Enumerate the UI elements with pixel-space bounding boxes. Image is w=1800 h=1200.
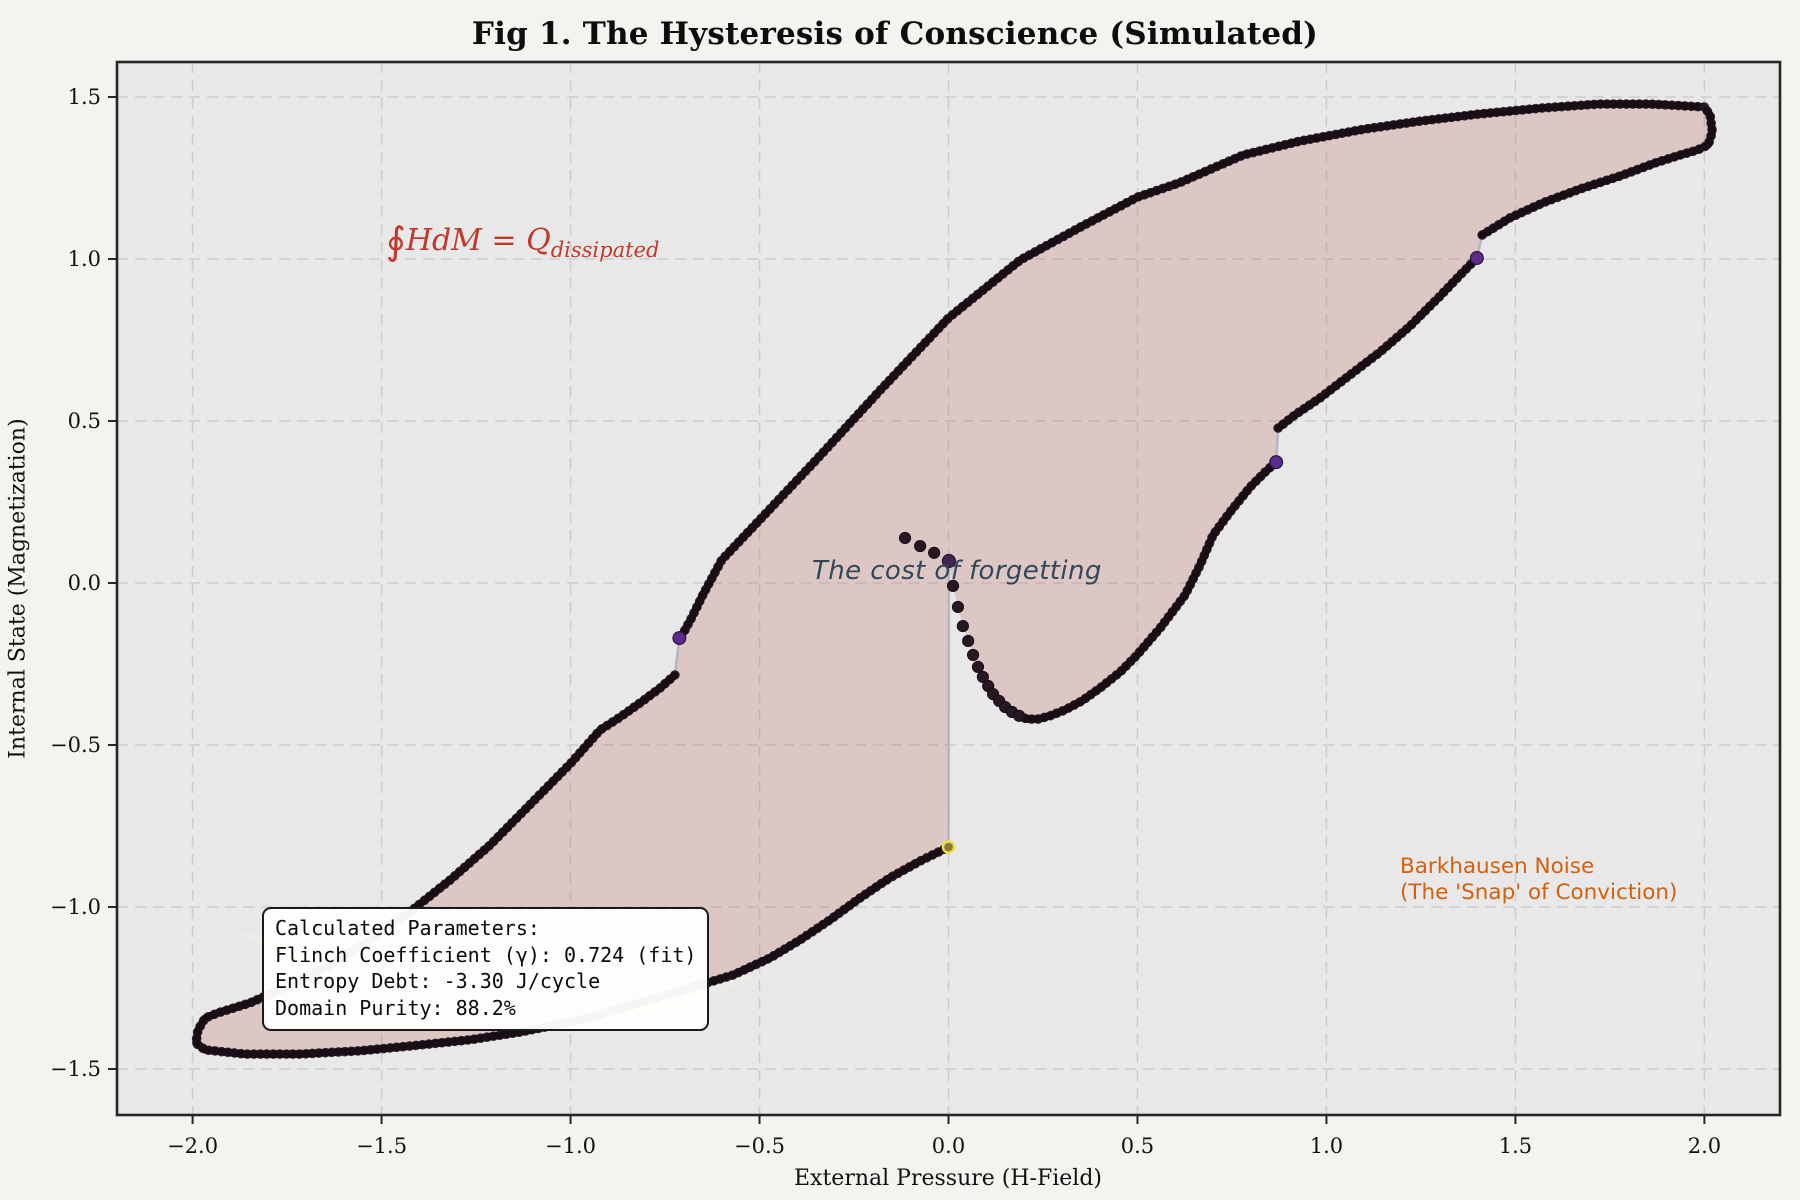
calculated-parameters-box: Calculated Parameters: Flinch Coefficient…	[262, 907, 710, 1031]
formula-body: HdM = Q	[405, 223, 551, 258]
y-tick-label: −1.5	[50, 1057, 101, 1081]
tick-marks	[108, 95, 1706, 1124]
jump-top-marker	[941, 553, 956, 569]
x-tick-label: −1.0	[545, 1134, 596, 1158]
y-axis-label: Internal State (Magnetization)	[5, 418, 31, 759]
y-tick-label: 1.5	[68, 85, 101, 109]
y-tick-label: −1.0	[50, 895, 101, 919]
y-tick-label: 0.0	[68, 571, 101, 595]
hysteresis-loop-fill	[196, 104, 1713, 1055]
avalanche-point-marker	[1269, 455, 1284, 470]
param-domain-purity: Domain Purity: 88.2%	[275, 995, 516, 1020]
x-axis-label: External Pressure (H-Field)	[794, 1166, 1102, 1191]
x-tick-label: 0.0	[932, 1134, 965, 1158]
param-box-title: Calculated Parameters:	[275, 916, 540, 940]
formula-subscript: dissipated	[550, 238, 660, 262]
coercive-point-marker	[941, 840, 956, 854]
barkhausen-line2: (The 'Snap' of Conviction)	[1400, 880, 1678, 905]
x-tick-label: 1.0	[1310, 1134, 1343, 1158]
x-tick-label: −1.5	[356, 1134, 407, 1158]
dissipation-formula-annotation: ∮HdM = Qdissipated	[386, 219, 659, 263]
x-tick-label: 2.0	[1688, 1134, 1721, 1158]
x-tick-label: 1.5	[1499, 1134, 1532, 1158]
tick-labels: −2.0 −1.5 −1.0 −0.5 0.0 0.5 1.0 1.5 2.0 1.5 1.0 0.5…	[50, 85, 1721, 1158]
barkhausen-noise-annotation: Barkhausen Noise (The 'Snap' of Convictio…	[1400, 854, 1677, 906]
param-entropy-debt: Entropy Debt: -3.30 J/cycle	[275, 969, 601, 993]
x-tick-label: −0.5	[734, 1134, 785, 1158]
x-tick-label: 0.5	[1121, 1134, 1154, 1158]
y-tick-label: −0.5	[50, 733, 101, 757]
x-tick-label: −2.0	[167, 1134, 218, 1158]
y-tick-label: 0.5	[68, 409, 101, 433]
y-tick-label: 1.0	[68, 247, 101, 271]
cost-of-forgetting-annotation: The cost of forgetting	[812, 556, 1102, 586]
chart-title: Fig 1. The Hysteresis of Conscience (Sim…	[471, 16, 1319, 52]
avalanche-point-marker	[1469, 251, 1484, 266]
avalanche-point-marker	[672, 631, 687, 646]
barkhausen-line1: Barkhausen Noise	[1400, 854, 1595, 879]
param-flinch-coefficient: Flinch Coefficient (γ): 0.724 (fit)	[275, 942, 697, 967]
hysteresis-loop-curve	[191, 99, 1718, 1059]
contour-integral-symbol: ∮	[386, 219, 406, 263]
